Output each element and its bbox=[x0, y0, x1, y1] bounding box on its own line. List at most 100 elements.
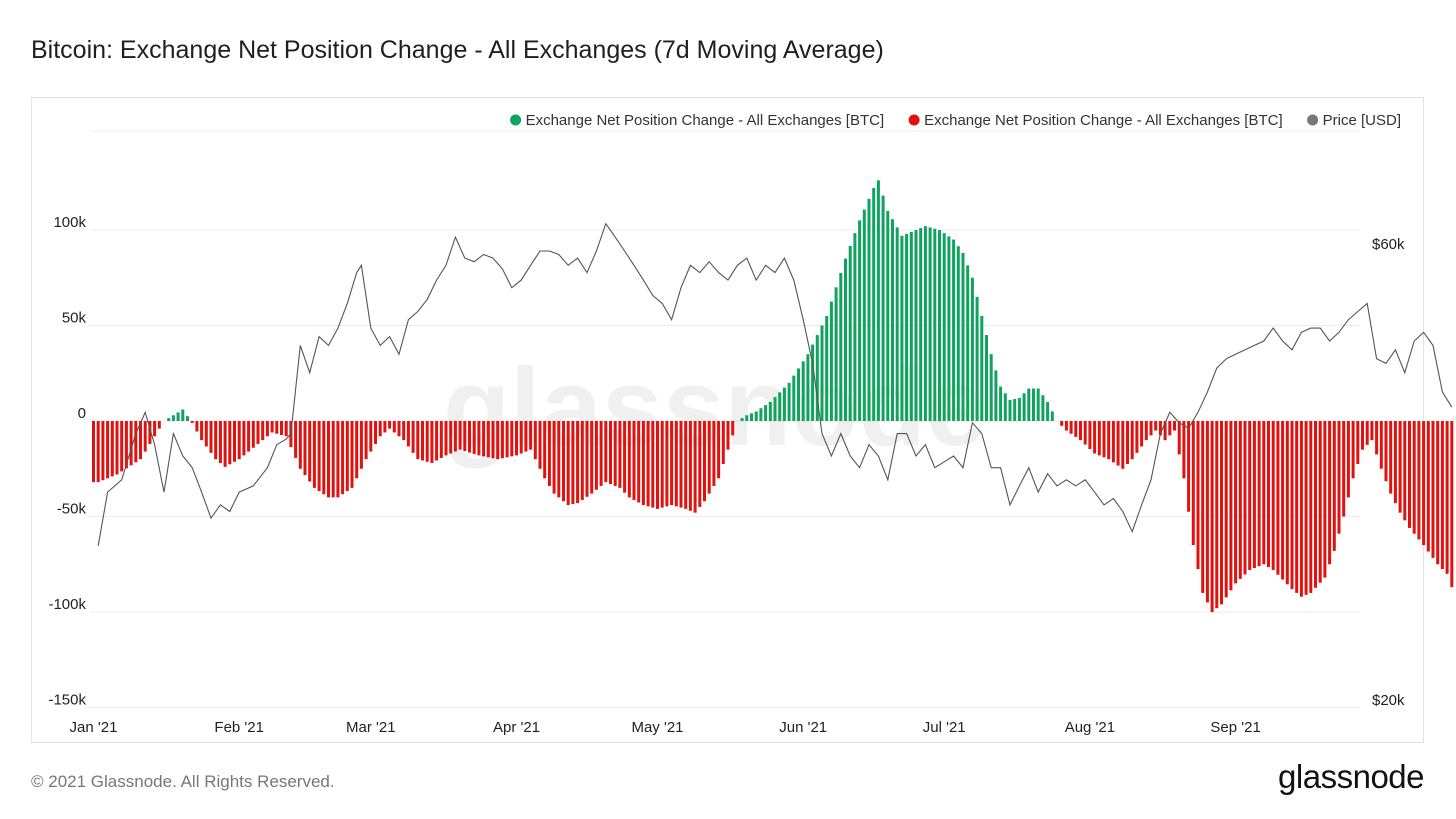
bar bbox=[891, 219, 894, 421]
bar bbox=[703, 421, 706, 502]
bar bbox=[726, 421, 730, 450]
bar bbox=[406, 421, 410, 447]
bar bbox=[453, 421, 457, 452]
bar bbox=[684, 421, 688, 509]
bar bbox=[740, 418, 744, 421]
x-tick-label: Jul '21 bbox=[923, 719, 966, 736]
bar bbox=[1252, 421, 1256, 569]
bar bbox=[1126, 421, 1129, 464]
bar bbox=[336, 421, 340, 498]
bar bbox=[721, 421, 725, 464]
bar bbox=[496, 421, 500, 460]
bar bbox=[1050, 411, 1054, 421]
bar bbox=[1238, 421, 1242, 579]
bar bbox=[486, 421, 490, 458]
bar bbox=[1271, 421, 1275, 570]
bar bbox=[242, 421, 246, 456]
bar bbox=[275, 421, 279, 434]
bar bbox=[228, 421, 232, 465]
bar bbox=[773, 397, 777, 421]
bar bbox=[1196, 421, 1200, 570]
bar bbox=[994, 370, 998, 421]
bar bbox=[1403, 421, 1407, 521]
bar bbox=[895, 227, 899, 421]
bar bbox=[594, 421, 598, 490]
legend-label: Exchange Net Position Change - All Excha… bbox=[924, 112, 1283, 129]
bar bbox=[482, 421, 486, 457]
bar bbox=[872, 187, 876, 421]
bar bbox=[345, 421, 349, 492]
y-tick-label: 50k bbox=[62, 310, 87, 327]
bar bbox=[247, 421, 251, 452]
bar bbox=[350, 421, 354, 488]
bar bbox=[1398, 421, 1402, 513]
bar bbox=[876, 180, 880, 421]
bar bbox=[1079, 421, 1082, 441]
bar bbox=[1332, 421, 1336, 551]
bar bbox=[811, 344, 815, 421]
bar bbox=[444, 421, 448, 456]
bar bbox=[1149, 421, 1153, 436]
bar bbox=[204, 421, 208, 447]
bar bbox=[1281, 421, 1285, 580]
bar bbox=[1417, 421, 1421, 540]
bar bbox=[966, 265, 970, 421]
bar bbox=[557, 421, 561, 498]
bar bbox=[392, 421, 396, 433]
bar bbox=[1318, 421, 1322, 583]
bar bbox=[1144, 421, 1148, 441]
bar bbox=[1088, 421, 1092, 450]
bar bbox=[613, 421, 617, 486]
bar bbox=[862, 209, 866, 421]
bar bbox=[905, 233, 909, 421]
bar bbox=[1008, 399, 1012, 421]
bar bbox=[181, 409, 185, 421]
bar bbox=[768, 401, 772, 421]
bar bbox=[1177, 421, 1181, 455]
bar bbox=[909, 231, 913, 421]
bar bbox=[1116, 421, 1120, 466]
bar bbox=[1248, 421, 1252, 570]
legend-label: Exchange Net Position Change - All Excha… bbox=[526, 112, 885, 129]
bar bbox=[914, 230, 918, 421]
bar bbox=[1295, 421, 1299, 593]
bar bbox=[1158, 421, 1162, 436]
bar bbox=[985, 335, 988, 421]
bar bbox=[331, 421, 335, 498]
bar bbox=[143, 421, 147, 452]
bar bbox=[547, 421, 551, 486]
bar bbox=[881, 195, 885, 421]
bar bbox=[1351, 421, 1355, 479]
bar bbox=[435, 421, 439, 461]
bar bbox=[759, 408, 763, 421]
bar bbox=[529, 421, 533, 450]
bar bbox=[308, 421, 312, 482]
bar bbox=[280, 421, 283, 436]
bar bbox=[195, 421, 199, 432]
bar bbox=[510, 421, 514, 457]
bar bbox=[1309, 421, 1313, 593]
bar bbox=[1220, 421, 1223, 605]
bar bbox=[782, 387, 786, 421]
bar bbox=[1135, 421, 1139, 453]
bar bbox=[750, 413, 753, 421]
bar bbox=[327, 421, 330, 498]
bar bbox=[411, 421, 415, 453]
bar bbox=[778, 392, 782, 421]
bar bbox=[1445, 421, 1449, 574]
bar bbox=[120, 421, 124, 472]
grid-lines bbox=[90, 130, 1360, 708]
bar bbox=[1140, 421, 1144, 447]
bar bbox=[1173, 421, 1176, 431]
bar bbox=[886, 210, 890, 421]
bar bbox=[938, 230, 941, 421]
bar bbox=[754, 411, 758, 421]
bar bbox=[223, 421, 227, 467]
bar bbox=[134, 421, 138, 463]
bar bbox=[797, 368, 800, 421]
x-tick-label: Mar '21 bbox=[346, 719, 396, 736]
bar bbox=[1393, 421, 1397, 504]
x-tick-label: Sep '21 bbox=[1210, 719, 1260, 736]
bar bbox=[1285, 421, 1289, 585]
